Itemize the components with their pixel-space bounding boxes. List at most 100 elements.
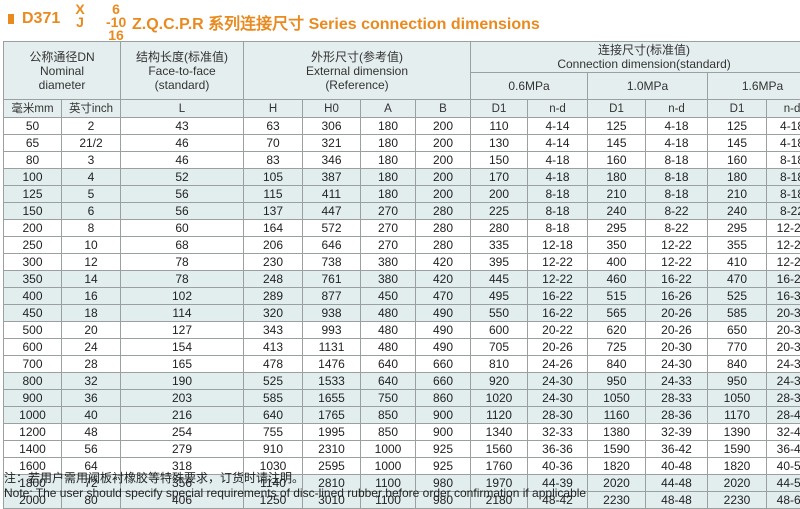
table-cell: 860 <box>416 390 471 407</box>
table-cell: 32-39 <box>646 424 708 441</box>
table-cell: 1050 <box>708 390 767 407</box>
table-cell: 180 <box>708 169 767 186</box>
table-cell: 1655 <box>303 390 361 407</box>
table-cell: 60 <box>121 220 244 237</box>
table-cell: 925 <box>416 441 471 458</box>
table-cell: 4-18 <box>528 169 588 186</box>
table-cell: 40 <box>62 407 121 424</box>
header-pressure: 1.0MPa <box>588 73 708 100</box>
table-cell: 180 <box>361 118 416 135</box>
table-cell: 48-60 <box>767 492 800 509</box>
table-cell: 4-14 <box>528 118 588 135</box>
table-cell: 2230 <box>708 492 767 509</box>
table-cell: 1340 <box>471 424 528 441</box>
table-cell: 1131 <box>303 339 361 356</box>
table-cell: 20-22 <box>528 322 588 339</box>
table-cell: 24-33 <box>646 373 708 390</box>
table-cell: 585 <box>708 305 767 322</box>
table-cell: 180 <box>361 169 416 186</box>
table-cell: 28 <box>62 356 121 373</box>
table-cell: 480 <box>361 339 416 356</box>
table-cell: 387 <box>303 169 361 186</box>
table-cell: 44-56 <box>767 475 800 492</box>
table-cell: 8-22 <box>767 203 800 220</box>
table-cell: 110 <box>471 118 528 135</box>
table-cell: 350 <box>588 237 646 254</box>
table-cell: 450 <box>4 305 62 322</box>
table-cell: 46 <box>121 152 244 169</box>
table-cell: 28-30 <box>528 407 588 424</box>
table-cell: 320 <box>244 305 303 322</box>
table-cell: 36-36 <box>528 441 588 458</box>
table-cell: 12-18 <box>528 237 588 254</box>
table-cell: 900 <box>416 424 471 441</box>
table-cell: 3 <box>62 152 121 169</box>
table-cell: 145 <box>588 135 646 152</box>
col-header: H <box>244 100 303 118</box>
table-cell: 295 <box>708 220 767 237</box>
table-cell: 125 <box>708 118 767 135</box>
header-dn: 公称通径DN Nominal diameter <box>4 42 121 100</box>
table-cell: 40-36 <box>528 458 588 475</box>
table-cell: 24-30 <box>646 356 708 373</box>
title-stack-type: X J <box>74 3 86 29</box>
col-header: B <box>416 100 471 118</box>
table-cell: 950 <box>708 373 767 390</box>
table-cell: 180 <box>361 152 416 169</box>
table-cell: 8-18 <box>528 186 588 203</box>
table-cell: 4 <box>62 169 121 186</box>
table-cell: 350 <box>4 271 62 288</box>
table-cell: 6 <box>62 203 121 220</box>
table-cell: 20-30 <box>646 339 708 356</box>
table-cell: 165 <box>121 356 244 373</box>
table-cell: 248 <box>244 271 303 288</box>
table-cell: 1476 <box>303 356 361 373</box>
table-cell: 850 <box>361 424 416 441</box>
table-cell: 840 <box>708 356 767 373</box>
table-cell: 705 <box>471 339 528 356</box>
table-cell: 470 <box>416 288 471 305</box>
table-cell: 550 <box>471 305 528 322</box>
table-cell: 12-22 <box>528 254 588 271</box>
table-cell: 36 <box>62 390 121 407</box>
table-cell: 125 <box>588 118 646 135</box>
table-cell: 12-22 <box>646 254 708 271</box>
note-cn: 注：若用户需用阀板衬橡胶等特殊要求，订货时请注明。 <box>4 469 304 486</box>
table-cell: 280 <box>416 203 471 220</box>
col-header: n-d <box>767 100 800 118</box>
table-cell: 4-18 <box>767 135 800 152</box>
table-cell: 216 <box>121 407 244 424</box>
table-cell: 36-42 <box>646 441 708 458</box>
table-cell: 1995 <box>303 424 361 441</box>
table-cell: 2595 <box>303 458 361 475</box>
header-dn-cn: 公称通径DN <box>29 50 94 64</box>
table-cell: 203 <box>121 390 244 407</box>
table-cell: 200 <box>416 169 471 186</box>
table-cell: 4-18 <box>646 135 708 152</box>
table-cell: 180 <box>588 169 646 186</box>
table-cell: 660 <box>416 356 471 373</box>
table-cell: 154 <box>121 339 244 356</box>
table-cell: 130 <box>471 135 528 152</box>
table-cell: 24-26 <box>528 356 588 373</box>
table-cell: 900 <box>4 390 62 407</box>
col-header: H0 <box>303 100 361 118</box>
table-cell: 2020 <box>588 475 646 492</box>
table-cell: 280 <box>416 237 471 254</box>
table-cell: 8-18 <box>528 220 588 237</box>
table-cell: 150 <box>471 152 528 169</box>
table-cell: 8-18 <box>767 186 800 203</box>
table-cell: 646 <box>303 237 361 254</box>
table-cell: 413 <box>244 339 303 356</box>
header-external-en2: (Reference) <box>325 78 388 92</box>
table-cell: 254 <box>121 424 244 441</box>
table-cell: 2310 <box>303 441 361 458</box>
table-cell: 200 <box>416 152 471 169</box>
table-cell: 200 <box>416 135 471 152</box>
table-cell: 8-22 <box>646 203 708 220</box>
title-suffix: Z.Q.C.P.R 系列连接尺寸 Series connection dimen… <box>132 10 540 34</box>
table-cell: 950 <box>588 373 646 390</box>
